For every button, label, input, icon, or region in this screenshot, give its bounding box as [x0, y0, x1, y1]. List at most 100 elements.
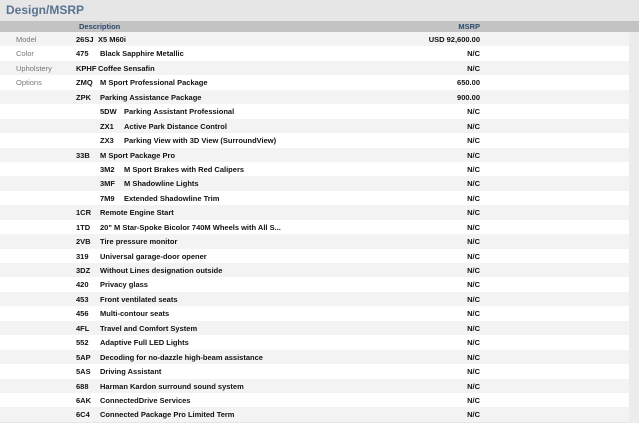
table-row: 2VB Tire pressure monitor N/C	[0, 234, 629, 249]
option-price: N/C	[467, 237, 480, 247]
table-row: Color 475 Black Sapphire Metallic N/C	[0, 46, 629, 61]
option-description: Without Lines designation outside	[100, 266, 223, 275]
option-description: M Sport Package Pro	[100, 150, 176, 160]
option-price: N/C	[467, 208, 480, 218]
option-price: N/C	[467, 352, 480, 362]
table-row: 5AS Driving Assistant N/C	[0, 364, 629, 379]
option-price: N/C	[467, 294, 480, 304]
table-row: ZX3 Parking View with 3D View (SurroundVi…	[0, 133, 629, 148]
table-row: 456 Multi-contour seats N/C	[0, 306, 629, 321]
option-description: Travel and Comfort System	[100, 323, 198, 333]
option-code: KPHF	[76, 63, 97, 73]
option-code: 2VB	[76, 237, 91, 247]
option-description: M Shadowline Lights	[124, 179, 199, 189]
option-price: N/C	[467, 395, 480, 405]
scrollbar[interactable]	[629, 32, 639, 423]
option-code: ZPK	[76, 92, 91, 102]
option-code: 1TD	[76, 222, 91, 232]
option-description: Remote Engine Start	[100, 208, 174, 218]
row-label: Upholstery	[16, 63, 52, 73]
option-description: Adaptive Full LED Lights	[100, 338, 189, 348]
option-code: 5AP	[76, 352, 91, 362]
options-table: Model 26SJ X5 M60i USD 92,600.00 Color 475 Bla…	[0, 32, 629, 422]
option-description: Tire pressure monitor	[100, 237, 178, 247]
option-description: Parking View with 3D View (SurroundView)	[124, 136, 277, 146]
option-code: 453	[76, 294, 89, 304]
option-price: N/C	[467, 280, 480, 290]
option-code: 5AS	[76, 367, 91, 377]
option-price: N/C	[467, 338, 480, 348]
option-code: 7M9	[100, 193, 115, 203]
option-price: 900.00	[457, 92, 480, 102]
table-row: ZX1 Active Park Distance Control N/C	[0, 118, 629, 134]
option-code: 26SJ	[76, 35, 94, 44]
option-code: 319	[76, 251, 89, 261]
option-price: N/C	[467, 410, 480, 420]
table-row: 33B M Sport Package Pro N/C	[0, 147, 629, 162]
option-description: Active Park Distance Control	[124, 121, 227, 131]
option-code: 4FL	[76, 323, 90, 333]
option-description: ConnectedDrive Services	[100, 395, 191, 405]
option-description: Decoding for no-dazzle high-beam assista…	[100, 352, 263, 362]
table-row: 552 Adaptive Full LED Lights N/C	[0, 335, 629, 350]
option-code: 552	[76, 338, 89, 348]
option-code: 3M2	[100, 164, 115, 174]
option-code: 688	[76, 381, 89, 391]
option-price: N/C	[467, 121, 480, 131]
option-code: 33B	[76, 150, 90, 160]
option-description: X5 M60i	[98, 35, 126, 44]
option-price: N/C	[467, 49, 480, 59]
table-row: 3DZ Without Lines designation outside N/C	[0, 263, 629, 278]
option-code: ZX3	[100, 136, 114, 146]
table-row: 5AP Decoding for no-dazzle high-beam assi…	[0, 349, 629, 365]
option-description: Privacy glass	[100, 280, 148, 290]
row-label: Model	[16, 35, 37, 44]
option-price: N/C	[467, 63, 480, 73]
option-code: 1CR	[76, 208, 92, 218]
option-code: 475	[76, 49, 89, 59]
msrp-column-header: MSRP	[458, 22, 480, 31]
option-price: N/C	[467, 251, 480, 261]
table-row: 4FL Travel and Comfort System N/C	[0, 320, 629, 336]
option-price: USD 92,600.00	[428, 35, 480, 44]
option-code: 5DW	[100, 107, 117, 117]
option-price: N/C	[467, 323, 480, 333]
table-row: 6C4 Connected Package Pro Limited Term N/C	[0, 407, 629, 422]
option-description: Extended Shadowline Trim	[124, 193, 220, 203]
table-row: Upholstery KPHF Coffee Sensafin N/C	[0, 60, 629, 76]
option-description: Multi-contour seats	[100, 309, 170, 319]
option-code: 456	[76, 309, 89, 319]
table-row: 3M2 M Sport Brakes with Red Calipers N/C	[0, 161, 629, 177]
table-row: Model 26SJ X5 M60i USD 92,600.00	[0, 32, 629, 47]
option-description: Universal garage-door opener	[100, 251, 207, 261]
option-description: Driving Assistant	[100, 367, 162, 377]
option-code: ZMQ	[76, 78, 93, 88]
option-price: N/C	[467, 266, 480, 275]
option-price: N/C	[467, 309, 480, 319]
option-price: N/C	[467, 367, 480, 377]
option-description: Parking Assistant Professional	[124, 107, 235, 117]
table-row: 453 Front ventilated seats N/C	[0, 291, 629, 307]
table-header: Description MSRP	[0, 21, 639, 32]
option-price: N/C	[467, 136, 480, 146]
option-description: Coffee Sensafin	[98, 63, 155, 73]
option-price: N/C	[467, 179, 480, 189]
table-row: 1TD 20" M Star-Spoke Bicolor 740M Wheels …	[0, 219, 629, 235]
table-row: 688 Harman Kardon surround sound system N/…	[0, 378, 629, 393]
section-title: Design/MSRP	[6, 3, 85, 17]
option-description: M Sport Brakes with Red Calipers	[124, 164, 245, 174]
option-price: N/C	[467, 150, 480, 160]
option-code: 6AK	[76, 395, 92, 405]
option-code: 6C4	[76, 410, 90, 420]
table-row: 6AK ConnectedDrive Services N/C	[0, 392, 629, 408]
option-description: Black Sapphire Metallic	[100, 49, 184, 59]
table-row: 1CR Remote Engine Start N/C	[0, 205, 629, 220]
description-column-header: Description	[79, 22, 121, 31]
option-code: 3MF	[100, 179, 115, 189]
option-description: Parking Assistance Package	[100, 92, 202, 102]
row-label: Options	[16, 78, 42, 88]
option-code: 420	[76, 280, 89, 290]
option-price: N/C	[467, 164, 480, 174]
option-code: ZX1	[100, 121, 114, 131]
table-row: 7M9 Extended Shadowline Trim N/C	[0, 190, 629, 206]
